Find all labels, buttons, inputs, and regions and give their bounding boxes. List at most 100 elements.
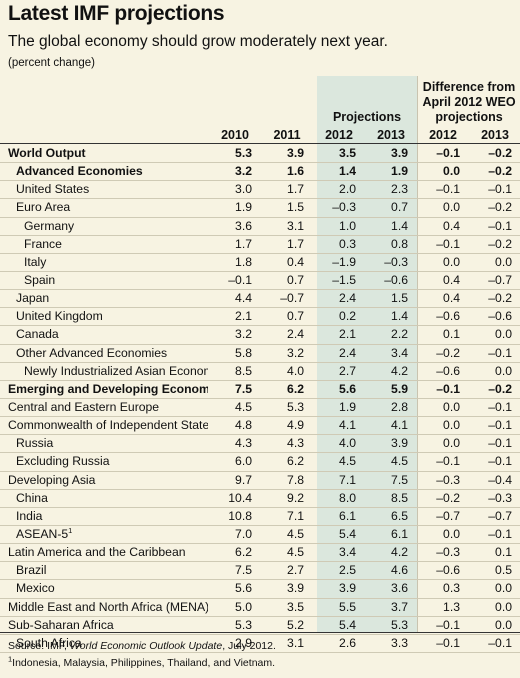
cell-value: 1.9 (364, 162, 416, 182)
cell-value: –0.1 (468, 180, 520, 200)
cell-value: 0.0 (416, 416, 468, 436)
cell-value: 3.9 (260, 145, 312, 164)
cell-value: 8.5 (364, 489, 416, 508)
cell-value: 1.3 (416, 598, 468, 617)
row-label-text: Latin America and the Caribbean (8, 545, 186, 560)
cell-value: 7.1 (260, 507, 312, 526)
row-label: Italy (0, 253, 208, 272)
cell-value: 0.4 (416, 289, 468, 309)
row-label: Japan (0, 289, 208, 309)
cell-value: 0.1 (468, 543, 520, 563)
table-row: United States 3.0 1.7 2.0 2.3 –0.1 –0.1 (0, 180, 520, 200)
table-row: Newly Industrialized Asian Economies8.54… (0, 362, 520, 381)
cell-value: 3.6 (208, 217, 260, 236)
cell-value: 1.0 (312, 217, 364, 236)
cell-value: 6.5 (364, 507, 416, 526)
cell-value: 0.0 (416, 198, 468, 218)
cell-value: 1.7 (208, 235, 260, 254)
table-row: China 10.4 9.2 8.0 8.5 –0.2 –0.3 (0, 489, 520, 508)
table-row: Japan 4.4 –0.7 2.4 1.5 0.4 –0.2 (0, 289, 520, 309)
cell-value: 0.0 (416, 434, 468, 454)
cell-value: –0.1 (468, 416, 520, 436)
row-label: Middle East and North Africa (MENA) (0, 598, 208, 617)
cell-value: 7.5 (208, 380, 260, 399)
cell-value: 0.8 (364, 235, 416, 254)
cell-value: 1.4 (312, 162, 364, 182)
source-publication: World Economic Outlook Update (69, 640, 223, 652)
cell-value: 1.6 (260, 162, 312, 182)
cell-value: –0.3 (312, 198, 364, 218)
table-row: Spain –0.1 0.7 –1.5 –0.6 0.4 –0.7 (0, 271, 520, 291)
cell-value: 1.7 (260, 180, 312, 200)
cell-value: 4.0 (312, 434, 364, 454)
footnote-marker: 1 (8, 654, 13, 664)
cell-value: 0.0 (468, 579, 520, 599)
cell-value: 5.6 (312, 380, 364, 399)
cell-value: 4.5 (260, 543, 312, 563)
cell-value: 4.2 (364, 543, 416, 563)
cell-value: 4.5 (260, 525, 312, 545)
row-label: Russia (0, 434, 208, 454)
footnote-marker: 1 (68, 525, 73, 535)
row-label: Central and Eastern Europe (0, 398, 208, 418)
cell-value: –0.1 (416, 452, 468, 472)
cell-value: 3.3 (364, 634, 416, 653)
cell-value: –0.1 (416, 634, 468, 653)
cell-value: 3.9 (260, 579, 312, 599)
cell-value: –0.1 (416, 145, 468, 164)
row-label: India (0, 507, 208, 526)
cell-value: 4.6 (364, 561, 416, 581)
cell-value: 3.2 (208, 325, 260, 345)
cell-value: –0.1 (208, 271, 260, 291)
row-label: World Output (0, 145, 208, 164)
row-label-text: Spain (24, 273, 56, 288)
row-label: ASEAN-51 (0, 525, 208, 545)
row-label: Sub-Saharan Africa (0, 616, 208, 635)
cell-value: 5.3 (260, 398, 312, 418)
cell-value: 4.0 (260, 362, 312, 381)
header-rule (0, 143, 520, 144)
cell-value: 2.0 (312, 180, 364, 200)
footnote: 1Indonesia, Malaysia, Philippines, Thail… (8, 654, 275, 669)
cell-value: 3.9 (364, 145, 416, 164)
row-label: United Kingdom (0, 307, 208, 327)
cell-value: –0.7 (468, 271, 520, 291)
table-body: World Output 5.3 3.9 3.5 3.9 –0.1 –0.2 Advanced… (0, 145, 520, 653)
cell-value: –0.6 (416, 561, 468, 581)
table-row: Germany 3.6 3.1 1.0 1.4 0.4 –0.1 (0, 217, 520, 236)
row-label-text: Brazil (16, 563, 47, 578)
cell-value: 0.2 (312, 307, 364, 327)
cell-value: –0.6 (364, 271, 416, 291)
cell-value: 5.3 (208, 145, 260, 164)
table-row: Italy 1.8 0.4 –1.9 –0.3 0.0 0.0 (0, 253, 520, 272)
cell-value: 3.4 (312, 543, 364, 563)
row-label-text: United States (16, 182, 90, 197)
row-label-text: Mexico (16, 581, 55, 596)
cell-value: 3.5 (312, 145, 364, 164)
row-label: China (0, 489, 208, 508)
table-row: Latin America and the Caribbean 6.2 4.5 3.4… (0, 543, 520, 563)
cell-value: 3.6 (364, 579, 416, 599)
cell-value: 10.8 (208, 507, 260, 526)
table-row: Excluding Russia 6.0 6.2 4.5 4.5 –0.1 –0.1 (0, 452, 520, 472)
table-row: South Africa 2.9 3.1 2.6 3.3 –0.1 –0.1 (0, 634, 520, 653)
cell-value: 3.7 (364, 598, 416, 617)
table-row: Other Advanced Economies 5.8 3.2 2.4 3.4 –0.2… (0, 344, 520, 363)
cell-value: –0.2 (468, 162, 520, 182)
row-label-text: Italy (24, 254, 47, 269)
row-label-text: Middle East and North Africa (MENA) (8, 599, 208, 614)
row-label-text: World Output (8, 146, 86, 161)
column-header: 2012 (429, 128, 457, 142)
cell-value: –1.9 (312, 253, 364, 272)
cell-value: 1.5 (260, 198, 312, 218)
cell-value: –0.7 (260, 289, 312, 309)
table-row: Emerging and Developing Economies 7.5 6.2 5… (0, 380, 520, 399)
cell-value: –0.3 (416, 471, 468, 490)
cell-value: 0.0 (468, 325, 520, 345)
cell-value: 0.4 (416, 271, 468, 291)
cell-value: 1.7 (260, 235, 312, 254)
cell-value: 7.0 (208, 525, 260, 545)
cell-value: –0.6 (416, 362, 468, 381)
cell-value: 2.2 (364, 325, 416, 345)
cell-value: 1.8 (208, 253, 260, 272)
